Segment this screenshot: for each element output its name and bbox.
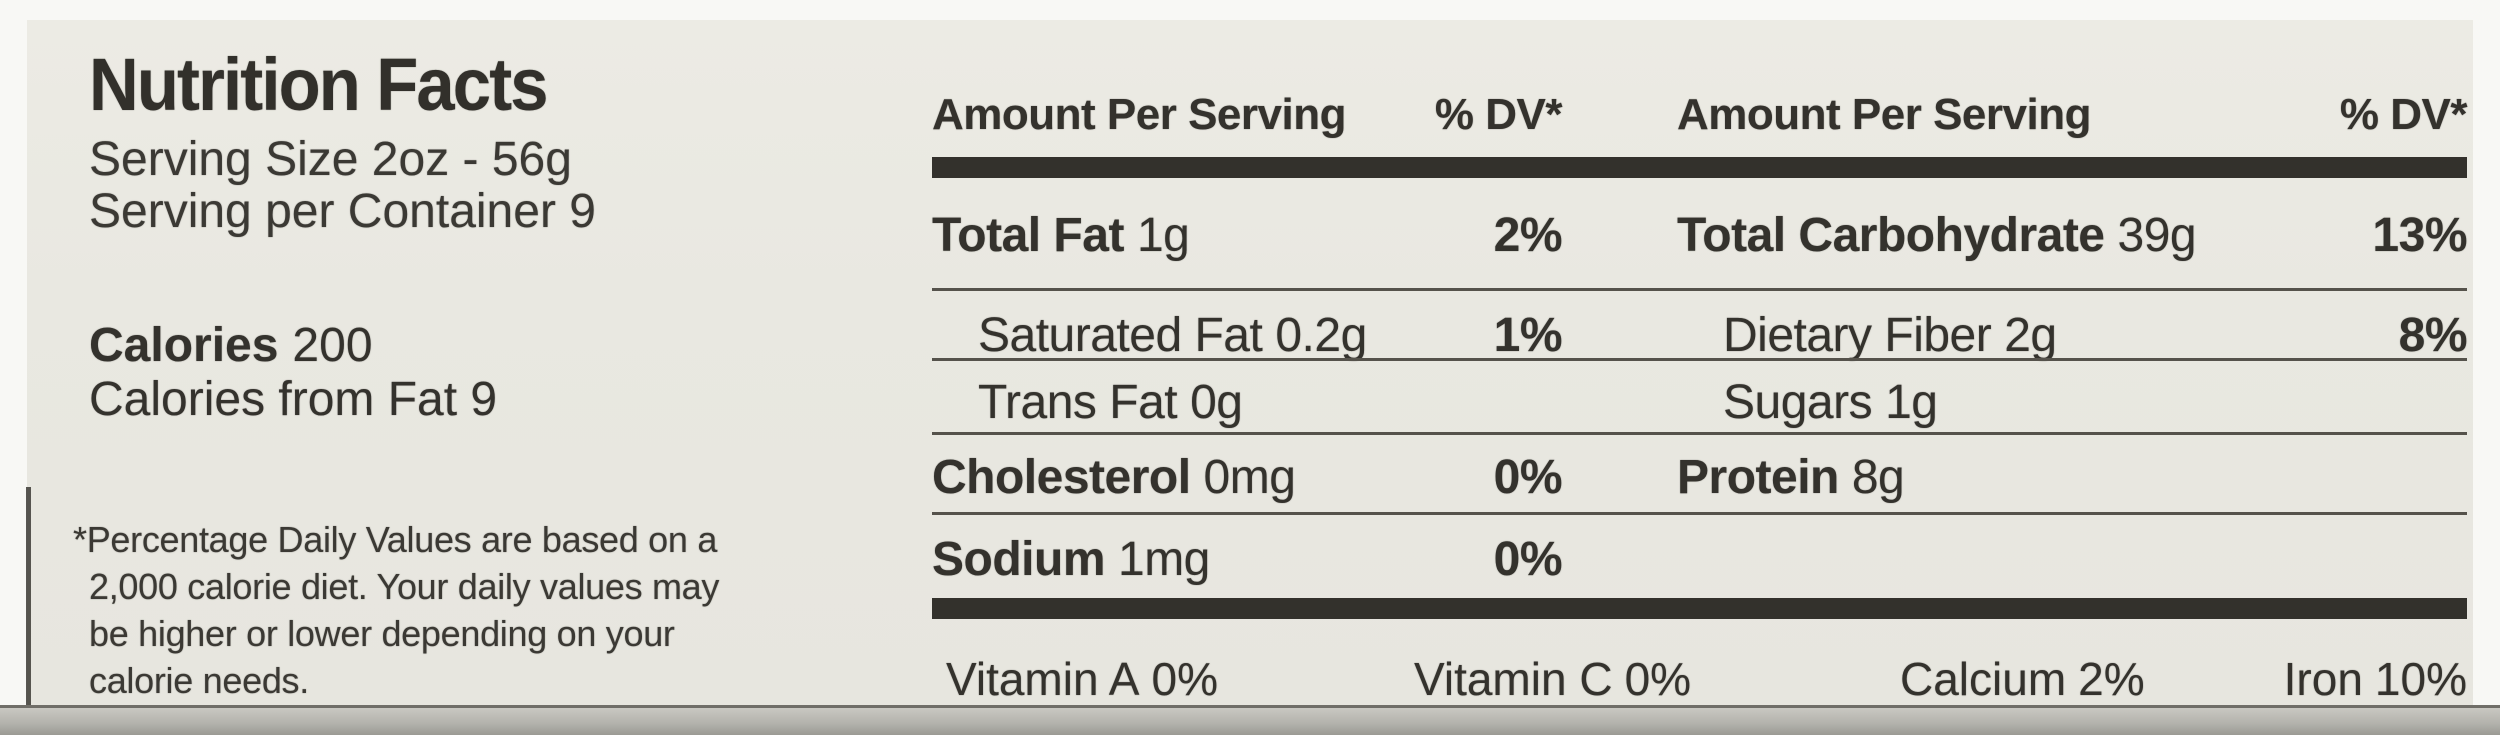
box-bottom-edge (0, 705, 2500, 735)
iron-text: Iron 10% (932, 652, 2467, 706)
footnote-line: calorie needs. (89, 660, 309, 701)
thick-divider-bar-top (932, 157, 2467, 178)
calories-value: 200 (292, 319, 373, 372)
nutrition-label: Nutrition Facts Serving Size 2oz - 56g S… (27, 20, 2473, 705)
nutrient-name: Dietary Fiber 2g (1723, 308, 2057, 363)
micro-label: Calcium (1900, 653, 2067, 705)
nutrient-amount: 8g (1851, 451, 1905, 504)
row-divider (932, 288, 2467, 291)
nutrient-amount: 1mg (1118, 533, 1210, 586)
calories-line: Calories 200 (89, 318, 373, 373)
nutrient-name: Saturated Fat 0.2g (978, 308, 1367, 363)
nutrient-table: Amount Per Serving % DV* Amount Per Serv… (932, 20, 2468, 725)
micro-label: Vitamin C (1414, 653, 1613, 705)
calories-label: Calories (89, 319, 279, 372)
nutrient-label: Protein (1677, 451, 1839, 504)
nutrient-amount: 0.2g (1275, 309, 1367, 362)
micro-value: 0% (1624, 653, 1692, 705)
nutrient-amount: 2g (2004, 309, 2057, 362)
nutrient-label: Dietary Fiber (1723, 309, 1992, 362)
header-percent-dv-left: % DV* (1434, 90, 1563, 139)
nutrient-name: Protein 8g (1677, 450, 1905, 505)
servings-per-container-text: Serving per Container 9 (89, 185, 596, 238)
nutrient-dv: 0% (1493, 533, 1563, 586)
footnote-line: 2,000 calorie diet. Your daily values ma… (89, 566, 720, 607)
nutrient-label: Trans Fat (978, 376, 1178, 429)
nutrient-name: Sugars 1g (1723, 375, 1938, 430)
micro-value: 10% (2374, 653, 2467, 705)
micro-value: 0% (1151, 653, 1218, 705)
nutrient-label: Total Fat (932, 209, 1124, 262)
calories-from-fat-text: Calories from Fat 9 (89, 373, 498, 426)
nutrient-name: Sodium 1mg (932, 532, 1210, 587)
nutrient-dv: 1% (1493, 309, 1563, 362)
nutrient-name: Total Fat 1g (932, 208, 1190, 263)
daily-value-footnote: *Percentage Daily Values are based on a … (73, 516, 719, 704)
vitamin-c-text: Vitamin C 0% (1414, 652, 1691, 706)
nutrient-amount: 39g (2117, 209, 2197, 262)
micro-label: Vitamin A (946, 653, 1140, 705)
nutrient-label: Sugars (1723, 376, 1873, 429)
nutrient-label: Cholesterol (932, 451, 1191, 504)
row-divider (932, 432, 2467, 435)
nutrient-dv: 2% (1493, 209, 1563, 262)
row-divider (932, 358, 2467, 361)
header-amount-per-serving-right: Amount Per Serving (1677, 90, 2091, 139)
nutrient-dv: 13% (2372, 209, 2467, 262)
calcium-text: Calcium 2% (1900, 652, 2145, 706)
nutrient-amount: 0g (1190, 376, 1243, 429)
box-left-edge-shadow (26, 487, 31, 705)
vitamin-a-text: Vitamin A 0% (946, 652, 1218, 706)
nutrient-dv: 0% (1493, 451, 1563, 504)
nutrient-dv: 8% (2398, 309, 2468, 362)
nutrient-name: Total Carbohydrate 39g (1677, 208, 2197, 263)
label-title: Nutrition Facts (89, 43, 549, 126)
nutrient-amount: 1g (1885, 376, 1938, 429)
header-amount-per-serving-left: Amount Per Serving (932, 90, 1346, 139)
nutrient-label: Sodium (932, 533, 1106, 586)
thick-divider-bar-bottom (932, 598, 2467, 619)
nutrient-name: Cholesterol 0mg (932, 450, 1296, 505)
footnote-line: *Percentage Daily Values are based on a (73, 519, 718, 560)
serving-size-text: Serving Size 2oz - 56g (89, 133, 572, 186)
header-percent-dv-right: % DV* (2339, 90, 2468, 139)
nutrient-amount: 0mg (1203, 451, 1296, 504)
nutrient-amount: 1g (1136, 209, 1190, 262)
nutrient-name: Trans Fat 0g (978, 375, 1243, 430)
row-divider (932, 512, 2467, 515)
micro-value: 2% (2078, 653, 2145, 705)
micro-label: Iron (2283, 653, 2363, 705)
nutrient-label: Total Carbohydrate (1677, 209, 2105, 262)
footnote-line: be higher or lower depending on your (89, 613, 675, 654)
nutrient-label: Saturated Fat (978, 309, 1263, 362)
